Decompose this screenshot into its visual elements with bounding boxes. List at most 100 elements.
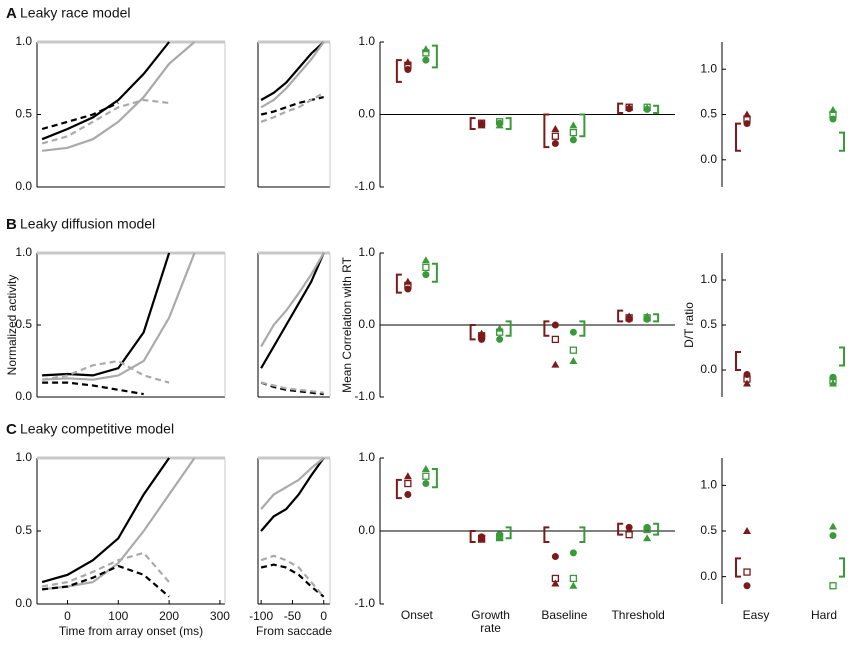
activity-line <box>260 252 325 348</box>
y-tick-label: 0.0 <box>358 523 375 537</box>
marker <box>569 581 578 589</box>
y-tick-label: 0.5 <box>700 317 717 331</box>
marker <box>643 312 652 320</box>
x-tick-label: Easy <box>743 608 770 622</box>
y-tick-label: 1.0 <box>358 450 375 464</box>
marker <box>496 335 504 343</box>
y-tick-label: 0.0 <box>358 107 375 121</box>
bracket <box>543 113 550 149</box>
x-tick-label: Onset <box>401 608 434 622</box>
y-tick-label: 0.0 <box>15 389 32 403</box>
marker <box>829 532 837 540</box>
marker <box>495 534 504 542</box>
marker <box>422 472 430 480</box>
marker <box>625 531 633 539</box>
marker <box>551 321 559 329</box>
panel-label: C <box>6 421 17 438</box>
marker <box>495 121 504 129</box>
marker <box>551 335 560 344</box>
activity-line <box>260 41 325 109</box>
y-tick-label: 1.0 <box>15 245 32 259</box>
marker <box>625 312 634 320</box>
activity-line <box>260 457 325 510</box>
panel-label: A <box>6 5 17 22</box>
activity-line <box>41 457 196 591</box>
marker <box>551 125 560 132</box>
x-tick-label: 200 <box>159 609 179 623</box>
x-tick-label: 0 <box>64 609 71 623</box>
panel-title: Leaky competitive model <box>20 421 174 437</box>
bracket <box>469 117 476 130</box>
activity-line <box>260 563 325 598</box>
marker <box>477 535 486 543</box>
marker <box>743 527 751 534</box>
marker <box>551 360 560 368</box>
bracket <box>617 309 624 323</box>
activity-line <box>41 564 170 598</box>
x-tick-label: -50 <box>284 609 302 623</box>
x-tick-label: Baseline <box>541 608 587 622</box>
y-tick-label: 0.5 <box>700 523 717 537</box>
bracket <box>617 522 624 536</box>
activity-line <box>42 252 171 377</box>
y-tick-label: 1.0 <box>700 478 717 492</box>
marker <box>829 379 837 387</box>
bracket <box>431 44 438 69</box>
bracket <box>839 557 845 578</box>
bracket <box>735 557 741 578</box>
marker <box>404 491 412 498</box>
y-tick-label: 0.5 <box>15 107 32 121</box>
activity-line <box>41 551 170 588</box>
marker <box>829 582 837 590</box>
marker <box>403 277 412 285</box>
marker <box>422 271 430 279</box>
marker <box>551 132 560 140</box>
marker <box>569 121 578 129</box>
activity-line <box>260 554 325 598</box>
marker <box>743 582 751 590</box>
y-tick-label: 0.0 <box>700 362 717 376</box>
activity-line <box>260 252 325 369</box>
y-tick-label: 1.0 <box>358 34 375 48</box>
marker <box>422 56 430 64</box>
activity-line <box>260 96 324 116</box>
marker <box>569 549 577 557</box>
y-tick-label: 1.0 <box>15 34 32 48</box>
marker <box>477 121 486 129</box>
x-tick-label: 100 <box>108 609 128 623</box>
bracket <box>653 522 660 536</box>
marker <box>477 329 486 337</box>
x-tick-label: -100 <box>249 609 273 623</box>
marker <box>625 525 634 533</box>
bracket <box>431 262 438 283</box>
bracket <box>505 117 512 130</box>
y-tick-label: 0.5 <box>15 317 32 331</box>
marker <box>403 58 412 66</box>
bracket <box>617 102 624 115</box>
panel-title: Leaky diffusion model <box>20 216 155 232</box>
bracket <box>431 467 438 489</box>
x-tick-label: Growth rate <box>471 608 510 635</box>
bracket <box>653 104 660 115</box>
activity-line <box>41 101 119 131</box>
bracket <box>469 530 476 543</box>
x-tick-label: 0 <box>320 609 327 623</box>
marker <box>422 480 430 488</box>
bracket <box>395 59 402 83</box>
marker <box>643 534 652 542</box>
y-tick-label: 0.5 <box>15 523 32 537</box>
y-axis-label: Mean Correlation with RT <box>340 256 354 393</box>
bracket <box>735 351 741 371</box>
activity-line <box>41 457 171 584</box>
y-axis-label: Normalized activity <box>5 275 19 376</box>
bracket <box>579 113 586 138</box>
marker <box>403 472 412 480</box>
marker <box>421 256 430 264</box>
bracket <box>469 324 476 341</box>
y-tick-label: 1.0 <box>358 245 375 259</box>
marker <box>643 525 651 534</box>
y-tick-label: 0.0 <box>700 152 717 166</box>
bracket <box>839 346 845 367</box>
marker <box>569 128 578 137</box>
